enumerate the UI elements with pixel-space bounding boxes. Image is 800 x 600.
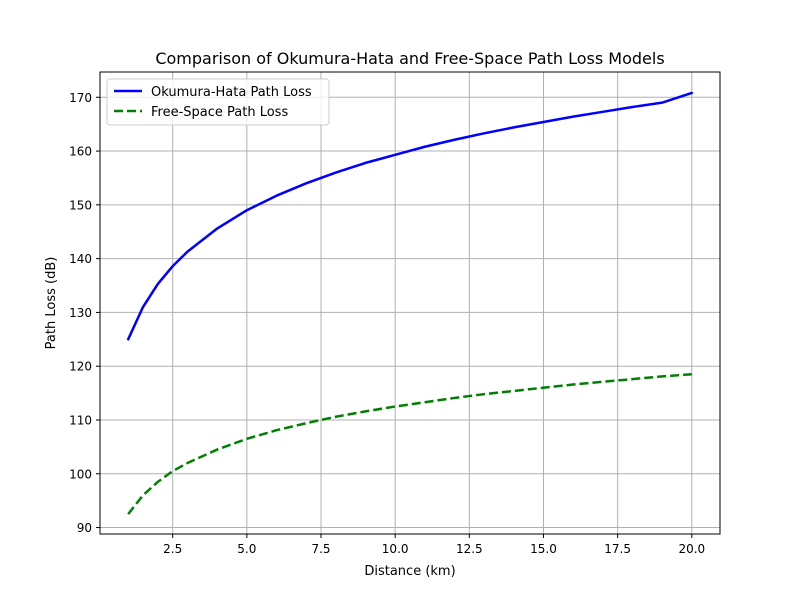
series-layer: [126, 91, 694, 515]
legend: Okumura-Hata Path Loss Free-Space Path L…: [106, 78, 330, 126]
grid: [100, 72, 720, 534]
y-axis: 90 100 110 120 130 140 150 160 170: [69, 91, 100, 535]
okumura-hata-line: [126, 91, 694, 341]
plot-area: [100, 72, 720, 534]
x-tick-label: 17.5: [604, 542, 631, 556]
x-tick-label: 20.0: [678, 542, 705, 556]
x-tick-label: 12.5: [456, 542, 483, 556]
y-axis-label: Path Loss (dB): [44, 257, 59, 350]
y-tick-label: 120: [69, 360, 92, 374]
x-tick-label: 5.0: [237, 542, 256, 556]
legend-box: [106, 78, 330, 126]
y-tick-label: 160: [69, 145, 92, 159]
y-tick-label: 90: [77, 521, 92, 535]
x-tick-label: 15.0: [530, 542, 557, 556]
y-tick-label: 130: [69, 306, 92, 320]
x-tick-label: 2.5: [163, 542, 182, 556]
y-tick-label: 140: [69, 252, 92, 266]
y-tick-label: 110: [69, 413, 92, 427]
x-tick-label: 7.5: [311, 542, 330, 556]
x-tick-label: 10.0: [382, 542, 409, 556]
y-tick-label: 170: [69, 91, 92, 105]
plot-frame: [99, 71, 721, 535]
legend-label-okumura-hata: Okumura-Hata Path Loss: [151, 85, 312, 100]
x-axis: 2.5 5.0 7.5 10.0 12.5 15.0 17.5 20.0: [163, 534, 705, 556]
free-space-line: [127, 373, 692, 515]
y-tick-label: 100: [69, 467, 92, 481]
legend-label-free-space: Free-Space Path Loss: [151, 105, 288, 120]
x-axis-label: Distance (km): [364, 564, 455, 579]
y-tick-label: 150: [69, 198, 92, 212]
chart-title: Comparison of Okumura-Hata and Free-Spac…: [155, 49, 664, 68]
